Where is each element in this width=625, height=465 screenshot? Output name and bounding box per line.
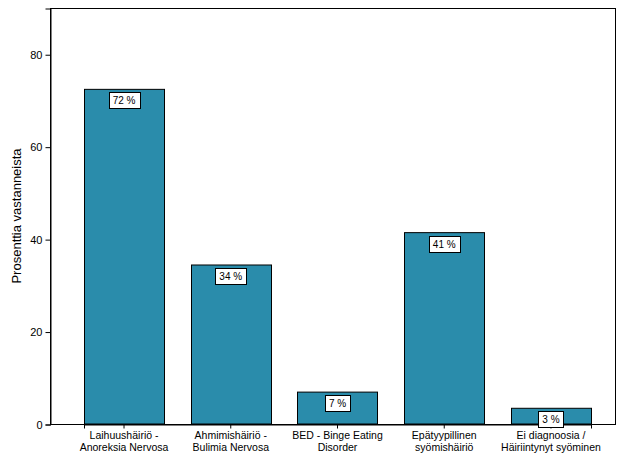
plot-frame (51, 9, 616, 425)
chart: 0 20 40 60 80 Laihuushäiriö -Anoreksia Nervos… (0, 0, 625, 465)
y-tick-mark (46, 332, 51, 333)
x-tick-mark (124, 425, 125, 429)
x-tick: Laihuushäiriö -Anoreksia Nervosa (80, 425, 169, 453)
x-tick-label: Ei diagnoosia /Häiriintynyt syöminen (501, 429, 601, 453)
y-tick-label: 40 (30, 234, 42, 246)
bar (192, 265, 272, 424)
x-tick-label-line: Ei diagnoosia / (517, 429, 586, 441)
y-tick: 0 (36, 419, 50, 431)
x-tick-label-line: Laihuushäiriö - (90, 429, 159, 441)
data-label-box (430, 237, 461, 253)
data-label-box (110, 93, 141, 109)
data-label: 34 % (216, 269, 247, 285)
y-axis-title: Prosenttia vastanneista (9, 148, 24, 284)
data-label: 41 % (430, 237, 461, 253)
x-tick-label-line: Epätyypillinen (412, 429, 477, 441)
y-tick-label: 80 (30, 49, 42, 61)
y-tick: 20 (30, 326, 50, 338)
x-tick: Ahmimishäiriö -Bulimia Nervosa (193, 425, 270, 453)
x-tick-label-line: Häiriintynyt syöminen (501, 441, 601, 453)
x-tick-mark (337, 425, 338, 429)
data-label-text: 34 % (219, 271, 242, 282)
data-label: 7 % (326, 396, 351, 412)
y-tick: 60 (30, 141, 50, 153)
bar (405, 233, 485, 424)
x-tick-label: Ahmimishäiriö -Bulimia Nervosa (193, 429, 270, 453)
x-tick-label-line: BED - Binge Eating (292, 429, 383, 441)
y-tick: 80 (30, 49, 50, 61)
y-tick-label: 0 (36, 419, 42, 431)
y-tick-mark (46, 147, 51, 148)
data-label-text: 41 % (433, 239, 456, 250)
data-label-box (216, 269, 247, 285)
x-tick-mark (444, 425, 445, 429)
data-label-box (539, 412, 564, 428)
y-tick-mark (46, 55, 51, 56)
y-tick-mark (46, 240, 51, 241)
x-tick-label: Epätyypillinensyömishäiriö (412, 429, 477, 453)
x-tick-label-line: Disorder (318, 441, 358, 453)
y-axis-line (46, 9, 52, 425)
x-tick-label: Laihuushäiriö -Anoreksia Nervosa (80, 429, 169, 453)
x-tick: Epätyypillinensyömishäiriö (412, 425, 477, 453)
data-label-box (326, 396, 351, 412)
x-tick: Ei diagnoosia /Häiriintynyt syöminen (501, 425, 601, 453)
x-tick-label-line: syömishäiriö (415, 441, 474, 453)
y-tick-label: 60 (30, 141, 42, 153)
y-tick-label: 20 (30, 326, 42, 338)
y-tick-mark (46, 425, 51, 426)
x-tick-label-line: Ahmimishäiriö - (195, 429, 268, 441)
data-label-text: 72 % (113, 95, 136, 106)
bar (298, 392, 378, 424)
bars (85, 89, 592, 424)
y-tick: 40 (30, 234, 50, 246)
data-label-text: 7 % (329, 398, 346, 409)
x-tick-label-line: Anoreksia Nervosa (80, 441, 169, 453)
x-tick-label: BED - Binge EatingDisorder (292, 429, 383, 453)
y-axis: 0 20 40 60 80 (30, 9, 51, 431)
x-tick: BED - Binge EatingDisorder (292, 425, 383, 453)
data-labels: 72 % 34 % 7 % 41 % 3 % (110, 93, 564, 428)
x-axis: Laihuushäiriö -Anoreksia Nervosa Ahmimish… (80, 425, 601, 453)
bar (85, 89, 165, 424)
data-label-text: 3 % (542, 414, 559, 425)
data-label: 3 % (539, 412, 564, 428)
x-tick-mark (230, 425, 231, 429)
x-tick-label-line: Bulimia Nervosa (193, 441, 270, 453)
data-label: 72 % (110, 93, 141, 109)
